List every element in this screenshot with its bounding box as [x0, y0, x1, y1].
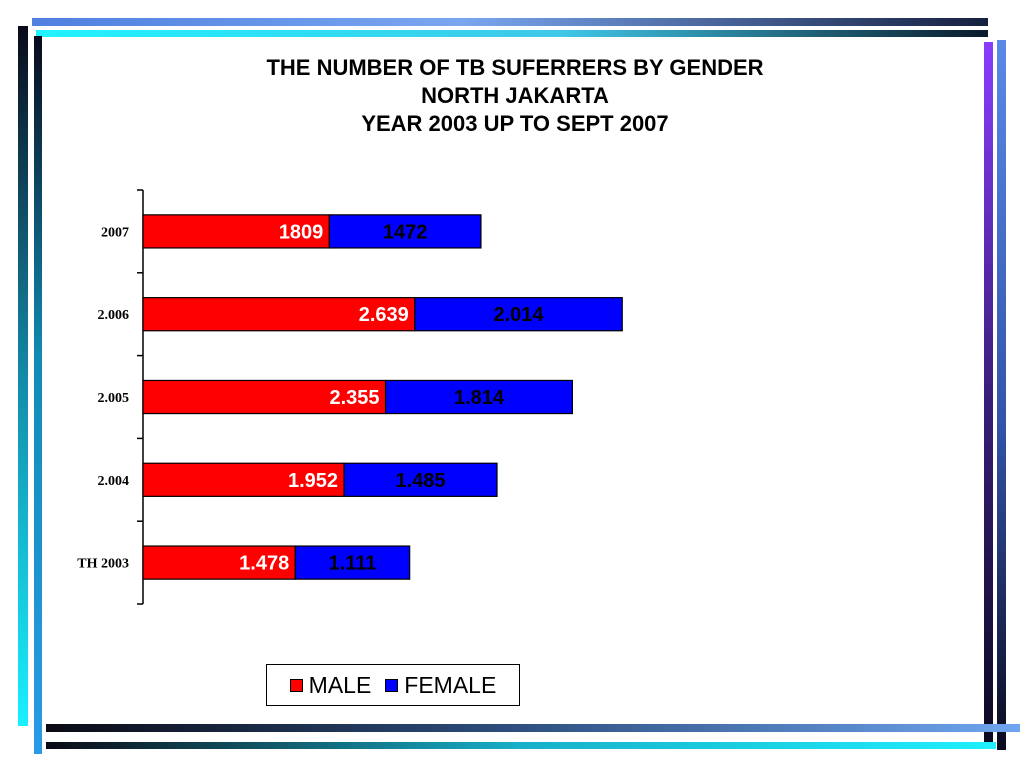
data-label-female: 1.485	[396, 470, 446, 492]
frame-top-cyan-bar	[36, 30, 988, 37]
data-label-male: 2.355	[330, 387, 380, 409]
bar-male	[142, 297, 416, 332]
frame-right-blue-bar	[997, 40, 1006, 750]
data-label-female: 1472	[383, 221, 428, 243]
frame-bottom-cyan-bar	[46, 742, 996, 749]
chart-title-line-1: THE NUMBER OF TB SUFERRERS BY GENDER	[266, 55, 764, 80]
legend-swatch-female	[385, 678, 399, 692]
category-label: 2.005	[98, 391, 130, 406]
data-label-male: 2.639	[359, 304, 409, 326]
legend-label-male: MALE	[308, 671, 372, 698]
bar-female	[294, 545, 411, 580]
chart-title-line-3: YEAR 2003 UP TO SEPT 2007	[361, 111, 669, 136]
bar-male	[142, 379, 387, 415]
data-label-female: 1.814	[454, 387, 505, 409]
category-label: 2.004	[98, 474, 130, 489]
chart-title: THE NUMBER OF TB SUFERRERS BY GENDER NOR…	[100, 54, 930, 138]
bar-male	[142, 462, 345, 497]
data-label-male: 1.478	[239, 553, 289, 575]
data-label-male: 1.952	[288, 470, 338, 492]
bar-female	[414, 297, 623, 332]
bar-male	[142, 545, 296, 580]
frame-right-purple-bar	[984, 42, 993, 742]
category-label: TH 2003	[77, 557, 129, 572]
category-label: 2007	[101, 225, 129, 240]
category-label: 2.006	[98, 308, 130, 323]
frame-left-inner-bar	[34, 36, 42, 754]
frame-top-bar	[32, 18, 988, 26]
data-label-female: 1.111	[329, 553, 377, 575]
frame-left-outer-bar	[18, 26, 28, 726]
bar-male	[142, 214, 330, 249]
data-label-male: 1809	[279, 221, 324, 243]
legend-swatch-male	[289, 678, 303, 692]
frame-bottom-bar	[46, 724, 1020, 732]
chart-title-line-2: NORTH JAKARTA	[421, 83, 609, 108]
bar-female	[384, 379, 574, 415]
legend-label-female: FEMALE	[404, 671, 497, 698]
bar-female	[328, 214, 482, 249]
legend-item-female: FEMALE	[385, 672, 496, 699]
chart-legend: MALE FEMALE	[266, 664, 520, 706]
bar-female	[343, 462, 498, 497]
data-label-female: 2.014	[494, 304, 545, 326]
legend-item-male: MALE	[289, 671, 372, 699]
